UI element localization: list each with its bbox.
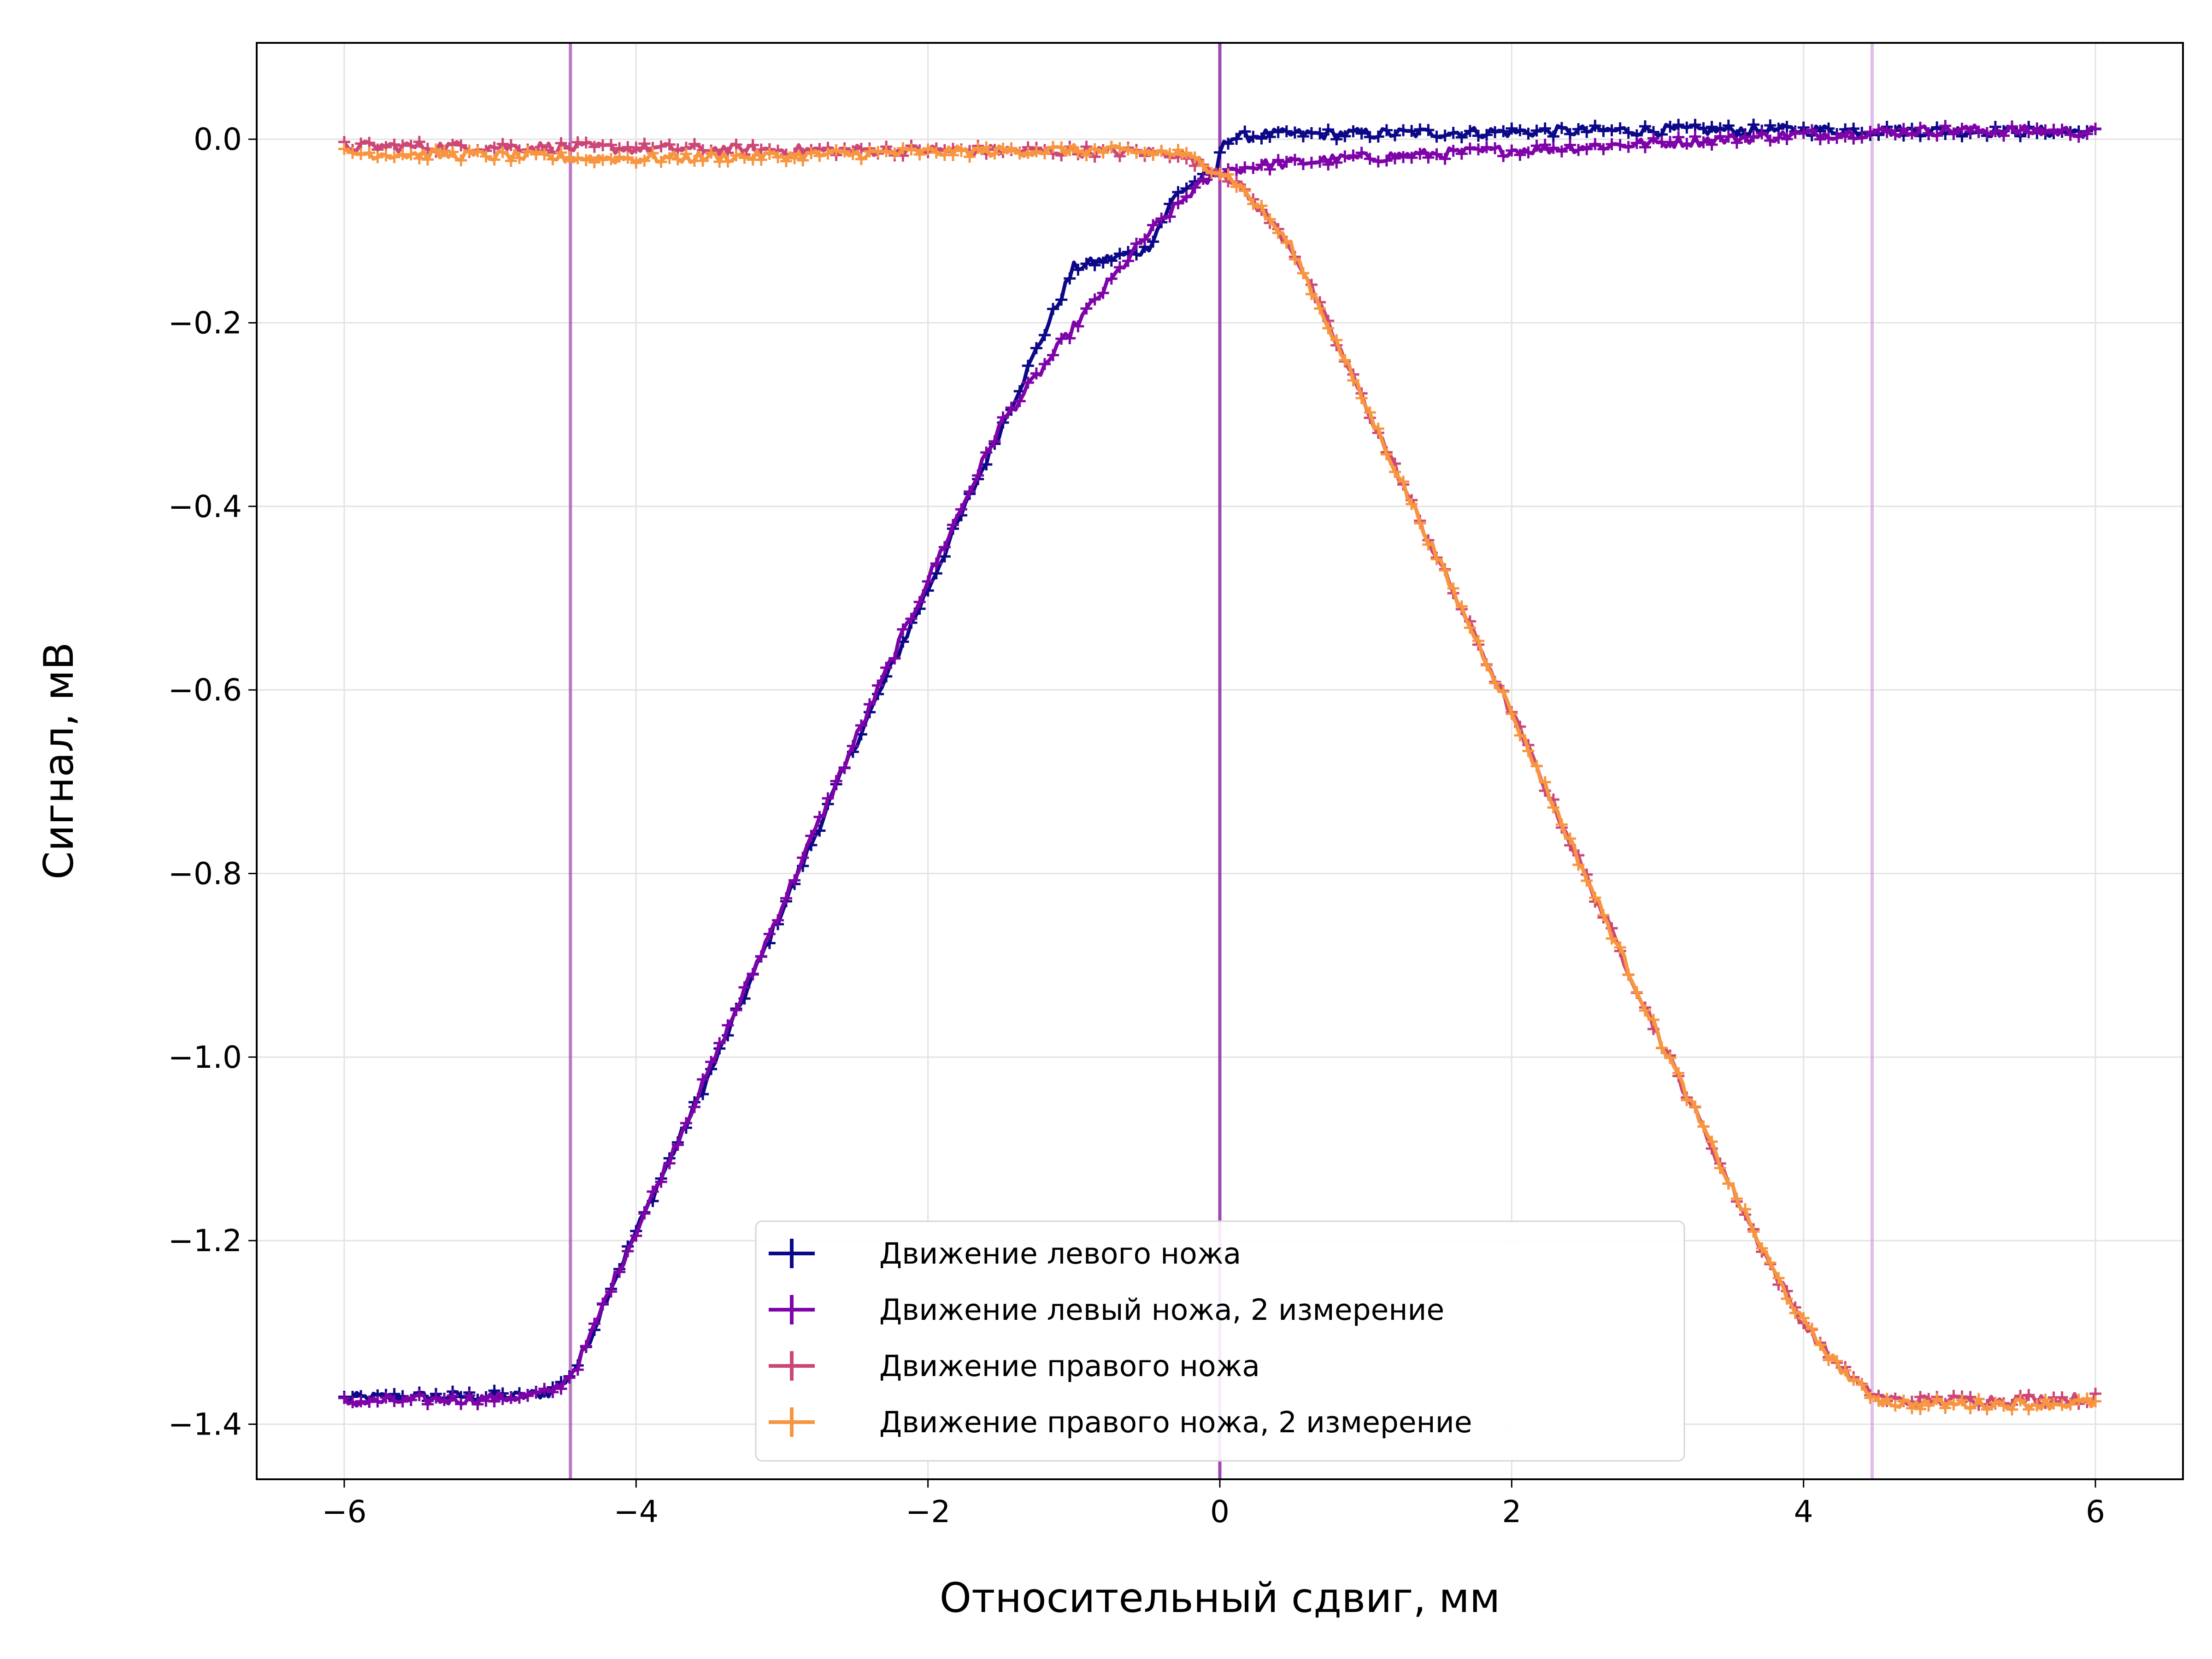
legend-entry: Движение левого ножа: [769, 1237, 1241, 1271]
series-group: [338, 118, 2101, 1416]
x-axis-label: Относительный сдвиг, мм: [940, 1574, 1500, 1622]
y-tick-label: −1.4: [168, 1406, 242, 1442]
legend-entry: Движение правого ножа, 2 измерение: [769, 1406, 1472, 1439]
y-tick-label: −1.2: [168, 1223, 242, 1259]
x-tick-label: 6: [2086, 1494, 2105, 1530]
legend-box: [755, 1220, 1685, 1462]
x-tick-label: −4: [614, 1494, 659, 1530]
y-tick-label: 0.0: [194, 122, 242, 157]
x-axis-ticks: −6 −4 −2 0 2 4 6: [322, 1479, 2105, 1530]
y-axis-ticks: 0.0 −0.2 −0.4 −0.6 −0.8 −1.0 −1.2 −1.4: [168, 122, 257, 1442]
legend-label: Движение левый ножа, 2 измерение: [879, 1293, 1444, 1327]
legend-entry: Движение правого ножа: [769, 1349, 1260, 1383]
y-tick-label: −0.2: [168, 305, 242, 341]
legend-label: Движение правого ножа: [879, 1349, 1260, 1383]
legend-label: Движение левого ножа: [879, 1237, 1241, 1271]
y-tick-label: −0.4: [168, 489, 242, 524]
y-axis-label: Сигнал, мВ: [35, 642, 82, 879]
y-tick-label: −1.0: [168, 1040, 242, 1075]
x-tick-label: −2: [906, 1494, 950, 1530]
series-error-bars: [338, 141, 2101, 1416]
x-tick-label: 0: [1210, 1494, 1230, 1530]
y-tick-label: −0.8: [168, 856, 242, 891]
x-tick-label: −6: [322, 1494, 366, 1530]
series-error-bars: [338, 120, 2101, 1411]
y-tick-label: −0.6: [168, 672, 242, 708]
x-tick-label: 4: [1794, 1494, 1813, 1530]
x-tick-label: 2: [1502, 1494, 1521, 1530]
legend-entry: Движение левый ножа, 2 измерение: [769, 1293, 1444, 1327]
legend: Движение левого ножа Движение левый ножа,…: [755, 1220, 1685, 1462]
series-4: [338, 141, 2101, 1416]
legend-label: Движение правого ножа, 2 измерение: [879, 1406, 1472, 1439]
